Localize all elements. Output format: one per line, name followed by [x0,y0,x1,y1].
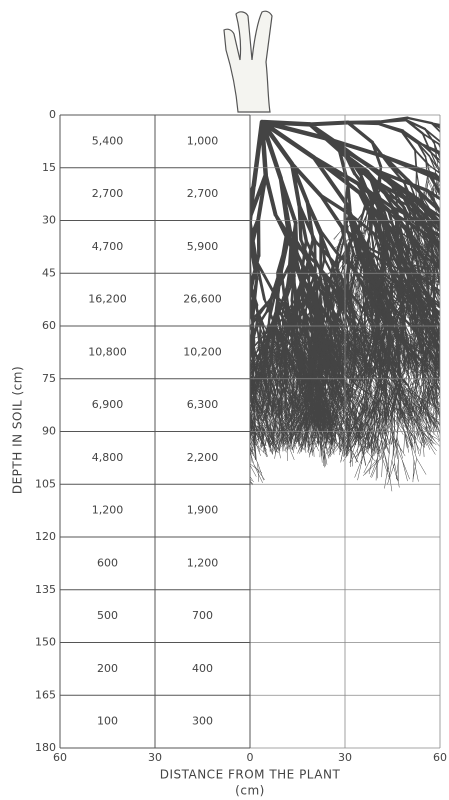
cell-value: 6,900 [92,398,124,411]
cell-value: 200 [97,662,118,675]
y-tick-label: 120 [35,530,56,543]
cell-value: 2,200 [187,451,219,464]
cell-value: 4,700 [92,240,124,253]
y-tick-label: 60 [42,319,56,332]
y-tick-label: 45 [42,266,56,279]
cell-value: 1,200 [187,556,219,569]
plant-stem [223,10,273,113]
cell-value: 6,300 [187,398,219,411]
cell-value: 16,200 [88,293,127,306]
root [250,181,440,492]
y-tick-label: 165 [35,688,56,701]
y-tick-label: 180 [35,741,56,754]
root-system [250,116,440,492]
y-tick-label: 90 [42,425,56,438]
x-tick-label: 30 [148,751,162,764]
x-tick-label: 60 [53,751,67,764]
y-axis-label: DEPTH IN SOIL (cm) [11,366,25,494]
cell-value: 10,200 [183,345,222,358]
y-tick-label: 150 [35,636,56,649]
x-axis-unit: (cm) [235,784,265,798]
y-tick-label: 105 [35,477,56,490]
cell-value: 4,800 [92,451,124,464]
cell-value: 1,200 [92,504,124,517]
cell-value: 26,600 [183,293,222,306]
x-tick-label: 60 [433,751,447,764]
cell-value: 400 [192,662,213,675]
cell-value: 5,900 [187,240,219,253]
y-tick-label: 0 [49,108,56,121]
y-tick-label: 135 [35,583,56,596]
cell-value: 1,900 [187,504,219,517]
x-tick-label: 0 [247,751,254,764]
cell-value: 600 [97,556,118,569]
cell-value: 300 [192,715,213,728]
cell-value: 500 [97,609,118,622]
y-tick-label: 15 [42,161,56,174]
y-tick-label: 75 [42,372,56,385]
x-axis-label: DISTANCE FROM THE PLANT [160,768,341,782]
root [251,119,330,188]
cell-value: 1,000 [187,134,219,147]
cell-value: 2,700 [92,187,124,200]
cell-value: 100 [97,715,118,728]
cell-value: 700 [192,609,213,622]
x-tick-label: 30 [338,751,352,764]
cell-value: 5,400 [92,134,124,147]
cell-value: 2,700 [187,187,219,200]
y-tick-label: 30 [42,214,56,227]
cell-value: 10,800 [88,345,127,358]
